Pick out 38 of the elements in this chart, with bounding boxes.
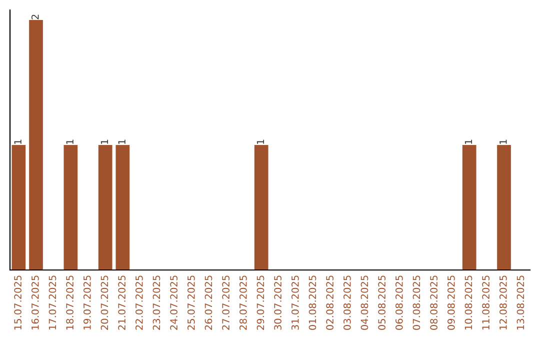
x-tick-label: 04.08.2025 <box>360 276 368 330</box>
data-label: 1 <box>500 140 507 144</box>
x-tick-label: 29.07.2025 <box>256 276 264 330</box>
x-tick-label: 21.07.2025 <box>118 276 126 330</box>
x-tick-label: 13.08.2025 <box>516 276 524 330</box>
data-label: 1 <box>14 140 22 144</box>
x-tick-label: 17.07.2025 <box>48 276 56 330</box>
x-tick-label: 09.08.2025 <box>447 276 455 330</box>
x-tick-label: 03.08.2025 <box>343 276 351 330</box>
x-tick-label: 02.08.2025 <box>326 276 334 330</box>
x-tick-label: 20.07.2025 <box>100 276 108 330</box>
x-tick-label: 22.07.2025 <box>135 276 143 330</box>
x-tick-label: 27.07.2025 <box>222 276 230 330</box>
x-tick-label: 18.07.2025 <box>66 276 74 330</box>
x-tick-label: 24.07.2025 <box>170 276 178 330</box>
x-tick-label: 23.07.2025 <box>152 276 160 330</box>
x-tick-label: 31.07.2025 <box>291 276 299 330</box>
x-tick-label: 07.08.2025 <box>412 276 420 330</box>
x-tick-label: 05.08.2025 <box>378 276 386 330</box>
x-tick-label: 19.07.2025 <box>83 276 91 330</box>
x-tick-label: 10.08.2025 <box>464 276 472 330</box>
x-tick-label: 16.07.2025 <box>31 276 39 330</box>
x-tick-label: 08.08.2025 <box>430 276 438 330</box>
data-label: 1 <box>66 140 74 144</box>
x-tick-label: 12.08.2025 <box>499 276 507 330</box>
x-tick-label: 01.08.2025 <box>308 276 316 330</box>
data-label: 1 <box>464 140 472 144</box>
data-label: 1 <box>256 140 264 144</box>
x-tick-label: 26.07.2025 <box>204 276 212 330</box>
x-tick-label: 25.07.2025 <box>187 276 195 330</box>
data-label: 1 <box>118 140 126 144</box>
data-label: 1 <box>100 140 108 144</box>
x-tick-label: 28.07.2025 <box>239 276 247 330</box>
x-tick-label: 11.08.2025 <box>482 276 490 330</box>
x-tick-label: 30.07.2025 <box>274 276 282 330</box>
data-label: 2 <box>31 14 39 20</box>
x-tick-label: 15.07.2025 <box>14 276 22 330</box>
x-tick-label: 06.08.2025 <box>395 276 403 330</box>
